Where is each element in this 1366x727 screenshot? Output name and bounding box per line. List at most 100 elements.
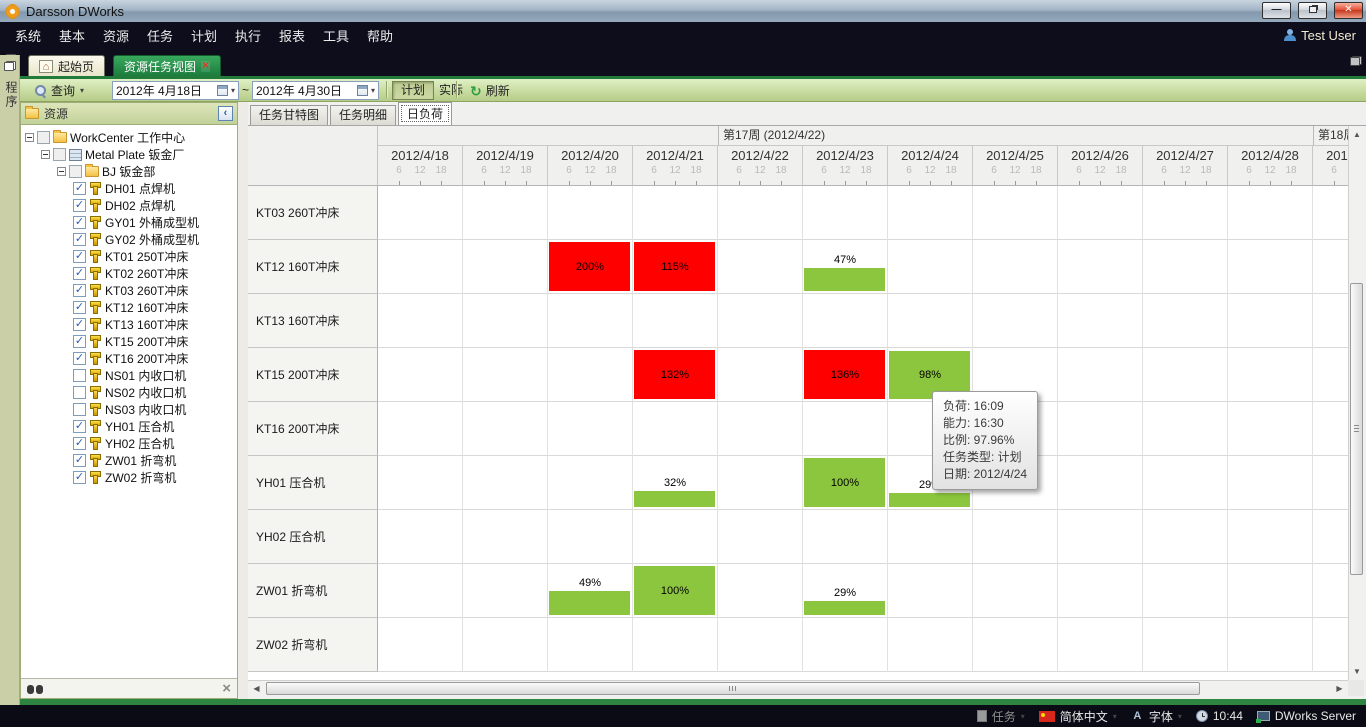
restore-button[interactable] bbox=[1298, 2, 1327, 19]
expand-collapse-icon[interactable] bbox=[25, 133, 34, 142]
menu-item-6[interactable]: 报表 bbox=[279, 28, 306, 44]
tree-checkbox[interactable] bbox=[73, 420, 86, 433]
panel-splitter[interactable] bbox=[238, 102, 248, 699]
scroll-right-icon[interactable]: ▶ bbox=[1336, 684, 1343, 693]
tree-checkbox[interactable] bbox=[69, 165, 82, 178]
load-bar[interactable] bbox=[634, 491, 715, 507]
menu-item-3[interactable]: 任务 bbox=[147, 28, 174, 44]
tree-checkbox[interactable] bbox=[73, 301, 86, 314]
query-dropdown-caret-icon[interactable]: ▾ bbox=[80, 86, 85, 95]
tree-item[interactable]: WorkCenter 工作中心 bbox=[21, 129, 237, 146]
query-button[interactable]: 查询 ▾ bbox=[28, 81, 91, 100]
menu-item-2[interactable]: 资源 bbox=[103, 28, 130, 44]
current-user[interactable]: Test User bbox=[1284, 22, 1356, 48]
tree-item[interactable]: NS01 内收口机 bbox=[21, 367, 237, 384]
tree-item[interactable]: ZW01 折弯机 bbox=[21, 452, 237, 469]
tree-checkbox[interactable] bbox=[73, 216, 86, 229]
load-bar[interactable] bbox=[634, 566, 715, 615]
tab-close-icon[interactable]: ✕ bbox=[201, 59, 211, 72]
load-bar[interactable] bbox=[889, 350, 970, 399]
plan-toggle-button[interactable]: 计划 bbox=[392, 81, 435, 100]
tree-item[interactable]: KT01 250T冲床 bbox=[21, 248, 237, 265]
view-tab-0[interactable]: 任务甘特图 bbox=[250, 105, 329, 125]
view-tab-1[interactable]: 任务明细 bbox=[330, 105, 397, 125]
actual-toggle-button[interactable]: 实际 bbox=[439, 83, 464, 97]
load-bar[interactable] bbox=[549, 242, 630, 291]
tree-item[interactable]: YH02 压合机 bbox=[21, 435, 237, 452]
tab-home[interactable]: ⌂ 起始页 bbox=[28, 55, 106, 76]
tree-checkbox[interactable] bbox=[73, 352, 86, 365]
status-item-4[interactable]: DWorks Server bbox=[1255, 708, 1356, 725]
status-dropdown-caret-icon[interactable]: ▾ bbox=[1177, 711, 1182, 721]
date-to-field[interactable]: 2012年 4月30日 ▾ bbox=[252, 81, 379, 100]
menu-item-4[interactable]: 计划 bbox=[191, 28, 218, 44]
tree-checkbox[interactable] bbox=[73, 386, 86, 399]
tree-checkbox[interactable] bbox=[73, 250, 86, 263]
tree-item[interactable]: KT12 160T冲床 bbox=[21, 299, 237, 316]
tree-checkbox[interactable] bbox=[73, 233, 86, 246]
tree-checkbox[interactable] bbox=[37, 131, 50, 144]
status-dropdown-caret-icon[interactable]: ▾ bbox=[1112, 711, 1117, 721]
tree-checkbox[interactable] bbox=[53, 148, 66, 161]
menu-item-8[interactable]: 帮助 bbox=[367, 28, 394, 44]
tree-item[interactable]: ZW02 折弯机 bbox=[21, 469, 237, 486]
load-bar[interactable] bbox=[804, 350, 885, 399]
tree-item[interactable]: DH01 点焊机 bbox=[21, 180, 237, 197]
minimize-button[interactable]: — bbox=[1262, 2, 1291, 19]
load-bar[interactable] bbox=[804, 458, 885, 507]
tree-checkbox[interactable] bbox=[73, 284, 86, 297]
tree-item[interactable]: Metal Plate 钣金厂 bbox=[21, 146, 237, 163]
tree-checkbox[interactable] bbox=[73, 182, 86, 195]
tree-checkbox[interactable] bbox=[73, 267, 86, 280]
tree-item[interactable]: GY01 外桶成型机 bbox=[21, 214, 237, 231]
tree-item[interactable]: KT16 200T冲床 bbox=[21, 350, 237, 367]
date-to-caret-icon[interactable]: ▾ bbox=[370, 86, 375, 95]
expand-collapse-icon[interactable] bbox=[41, 150, 50, 159]
tree-item[interactable]: DH02 点焊机 bbox=[21, 197, 237, 214]
tree-item[interactable]: BJ 钣金部 bbox=[21, 163, 237, 180]
collapse-panel-button[interactable]: ‹ bbox=[218, 106, 233, 121]
expand-collapse-icon[interactable] bbox=[57, 167, 66, 176]
tree-checkbox[interactable] bbox=[73, 335, 86, 348]
status-dropdown-caret-icon[interactable]: ▾ bbox=[1020, 711, 1025, 721]
window-list-icon[interactable] bbox=[1350, 56, 1362, 66]
scroll-up-icon[interactable]: ▲ bbox=[1353, 130, 1361, 139]
close-button[interactable]: ✕ bbox=[1334, 2, 1363, 19]
menu-item-5[interactable]: 执行 bbox=[235, 28, 262, 44]
tree-item[interactable]: NS03 内收口机 bbox=[21, 401, 237, 418]
horizontal-scroll-thumb[interactable] bbox=[266, 682, 1200, 695]
tree-checkbox[interactable] bbox=[73, 454, 86, 467]
vertical-scroll-thumb[interactable] bbox=[1350, 283, 1363, 575]
menu-item-0[interactable]: 系统 bbox=[15, 28, 42, 44]
tree-checkbox[interactable] bbox=[73, 471, 86, 484]
tree-item[interactable]: KT02 260T冲床 bbox=[21, 265, 237, 282]
date-from-caret-icon[interactable]: ▾ bbox=[230, 86, 235, 95]
date-from-field[interactable]: 2012年 4月18日 ▾ bbox=[112, 81, 239, 100]
status-item-3[interactable]: 10:44 bbox=[1195, 708, 1243, 725]
menu-item-7[interactable]: 工具 bbox=[323, 28, 350, 44]
tree-item[interactable]: YH01 压合机 bbox=[21, 418, 237, 435]
tree-item[interactable]: KT15 200T冲床 bbox=[21, 333, 237, 350]
tree-item[interactable]: KT13 160T冲床 bbox=[21, 316, 237, 333]
program-panel-icon[interactable] bbox=[4, 61, 16, 71]
load-bar[interactable] bbox=[889, 492, 970, 507]
status-item-1[interactable]: 简体中文 ▾ bbox=[1038, 708, 1117, 725]
refresh-button[interactable]: ↻ 刷新 bbox=[464, 81, 516, 100]
load-bar[interactable] bbox=[549, 591, 630, 615]
load-bar[interactable] bbox=[804, 600, 885, 615]
find-icon[interactable] bbox=[27, 683, 43, 694]
tree-checkbox[interactable] bbox=[73, 369, 86, 382]
tree-checkbox[interactable] bbox=[73, 403, 86, 416]
tree-item[interactable]: KT03 260T冲床 bbox=[21, 282, 237, 299]
tree-checkbox[interactable] bbox=[73, 199, 86, 212]
calendar-icon[interactable] bbox=[356, 85, 368, 96]
horizontal-scrollbar[interactable]: ◀ ▶ bbox=[248, 680, 1348, 696]
view-tab-2[interactable]: 日负荷 bbox=[398, 102, 453, 125]
status-item-2[interactable]: A 字体 ▾ bbox=[1131, 708, 1182, 725]
tree-checkbox[interactable] bbox=[73, 437, 86, 450]
load-bar[interactable] bbox=[804, 267, 885, 291]
scroll-down-icon[interactable]: ▼ bbox=[1353, 667, 1361, 676]
panel-close-icon[interactable]: × bbox=[222, 680, 231, 697]
load-bar[interactable] bbox=[634, 350, 715, 399]
tab-resource-task-view[interactable]: 资源任务视图 ✕ bbox=[113, 55, 222, 76]
